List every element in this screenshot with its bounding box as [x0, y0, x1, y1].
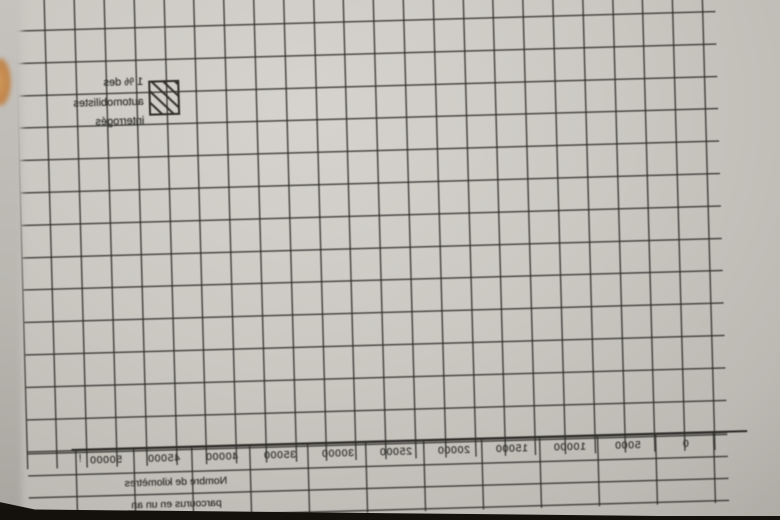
- x-axis-tick-label: 5000: [614, 439, 641, 452]
- x-axis-tick-label: 40000: [205, 450, 239, 464]
- x-axis-tick-label: 25000: [379, 445, 413, 459]
- x-axis-tick-label: 45000: [147, 451, 181, 465]
- x-axis-tick-label: 30000: [321, 447, 355, 460]
- fingertip: [0, 58, 11, 106]
- legend-label-line1: 1 % des: [103, 75, 144, 89]
- x-axis-tick-label: 35000: [263, 448, 297, 462]
- legend-label-line3: interrogés: [95, 114, 145, 129]
- x-axis-tick-label: 10000: [553, 440, 587, 454]
- adjacent-sheet-edge: [0, 0, 22, 520]
- x-axis-tick-label: 20000: [437, 443, 471, 457]
- x-axis-tick-label: 0: [682, 437, 689, 450]
- legend-label: 1 % des automobilistes interrogés: [33, 73, 145, 135]
- axis-end-mark: !: [78, 452, 82, 465]
- legend-hatch-swatch-icon: [148, 79, 181, 116]
- x-axis-tick-label: 50000: [89, 453, 123, 467]
- x-axis-tick-label: 15000: [495, 442, 529, 456]
